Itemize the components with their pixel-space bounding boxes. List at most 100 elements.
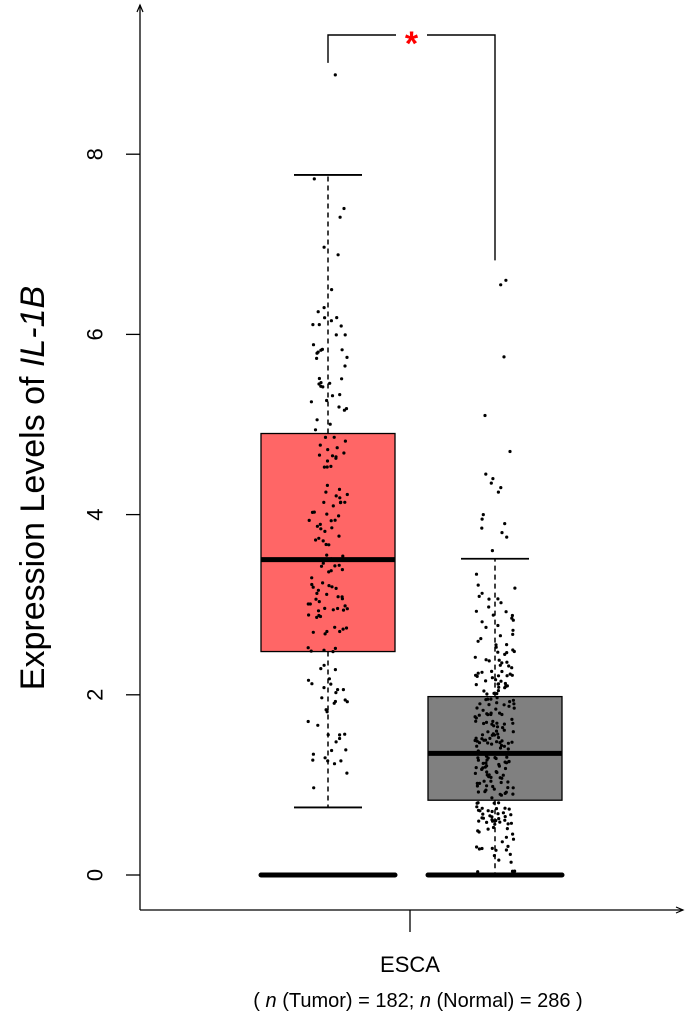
y-tick-label: 8	[83, 148, 108, 160]
data-point	[343, 732, 347, 736]
data-point	[499, 780, 503, 785]
outlier-point	[505, 535, 509, 539]
data-point	[322, 648, 326, 652]
data-point	[495, 752, 499, 756]
data-point	[484, 679, 488, 683]
data-point	[491, 613, 495, 617]
data-point	[480, 806, 484, 810]
data-point	[343, 500, 347, 504]
data-point	[336, 606, 340, 611]
data-point	[332, 435, 336, 439]
data-point	[322, 306, 326, 310]
data-point	[337, 563, 341, 567]
data-point	[476, 870, 480, 874]
data-point	[474, 683, 478, 687]
data-point	[486, 730, 490, 734]
outlier-point	[491, 477, 495, 481]
data-point	[476, 583, 480, 587]
data-point	[513, 586, 517, 590]
data-point	[309, 400, 313, 404]
data-point	[508, 700, 512, 704]
data-point	[481, 761, 485, 766]
data-point	[474, 766, 478, 770]
data-point	[322, 245, 326, 249]
data-point	[333, 646, 337, 651]
data-point	[337, 487, 342, 491]
data-point	[474, 673, 478, 677]
data-point	[485, 764, 489, 768]
data-point	[502, 744, 506, 748]
outlier-point	[500, 531, 504, 535]
data-point	[506, 741, 510, 745]
data-point	[483, 738, 488, 742]
data-point	[494, 819, 498, 823]
data-point	[311, 585, 315, 589]
data-point	[338, 736, 342, 741]
data-point	[480, 670, 484, 674]
data-point	[333, 668, 337, 672]
data-point	[315, 356, 319, 360]
data-point	[323, 606, 327, 611]
data-point	[496, 650, 500, 654]
data-point	[338, 496, 342, 500]
data-point	[341, 688, 345, 692]
data-point	[509, 813, 513, 817]
data-point	[496, 735, 501, 740]
data-point	[485, 692, 489, 696]
data-point	[338, 393, 342, 397]
data-point	[476, 756, 480, 760]
data-point	[335, 558, 339, 563]
data-point	[490, 722, 494, 726]
data-point	[509, 860, 513, 864]
data-point	[484, 658, 488, 662]
data-point	[333, 699, 337, 704]
data-point	[494, 707, 498, 711]
axes: 0 2 4 6 8	[83, 3, 685, 932]
data-point	[511, 628, 515, 632]
data-point	[507, 664, 511, 668]
data-point	[510, 740, 514, 744]
data-point	[487, 605, 491, 609]
data-point	[343, 604, 347, 608]
data-point	[498, 741, 502, 745]
data-point	[345, 700, 349, 704]
data-point	[506, 780, 510, 784]
data-point	[335, 316, 339, 320]
data-point	[506, 844, 510, 849]
data-point	[496, 674, 501, 678]
data-point	[310, 576, 314, 580]
data-point	[310, 682, 314, 686]
data-point	[505, 674, 509, 678]
data-point	[497, 817, 501, 821]
data-point	[500, 661, 504, 665]
data-point	[306, 646, 310, 650]
data-point	[476, 829, 480, 833]
data-point	[480, 733, 485, 737]
data-point	[333, 518, 337, 522]
data-point	[317, 382, 321, 386]
data-point	[499, 743, 504, 748]
data-point	[309, 649, 313, 653]
data-point	[476, 801, 480, 805]
data-point	[344, 626, 349, 630]
data-point	[494, 643, 498, 647]
data-point	[316, 588, 320, 592]
box-normal	[425, 557, 565, 878]
data-point	[314, 597, 318, 601]
data-point	[336, 688, 340, 692]
data-point	[488, 736, 492, 741]
data-point	[493, 822, 497, 826]
data-point	[316, 609, 321, 613]
data-point	[326, 448, 330, 452]
data-point	[510, 666, 514, 670]
data-point	[313, 428, 318, 432]
data-point	[489, 775, 493, 780]
data-point	[326, 733, 330, 737]
data-point	[503, 818, 507, 822]
data-point	[476, 639, 480, 643]
data-point	[320, 696, 324, 700]
data-point	[490, 669, 494, 674]
data-point	[341, 608, 346, 612]
data-point	[491, 784, 495, 789]
data-point	[338, 733, 342, 737]
